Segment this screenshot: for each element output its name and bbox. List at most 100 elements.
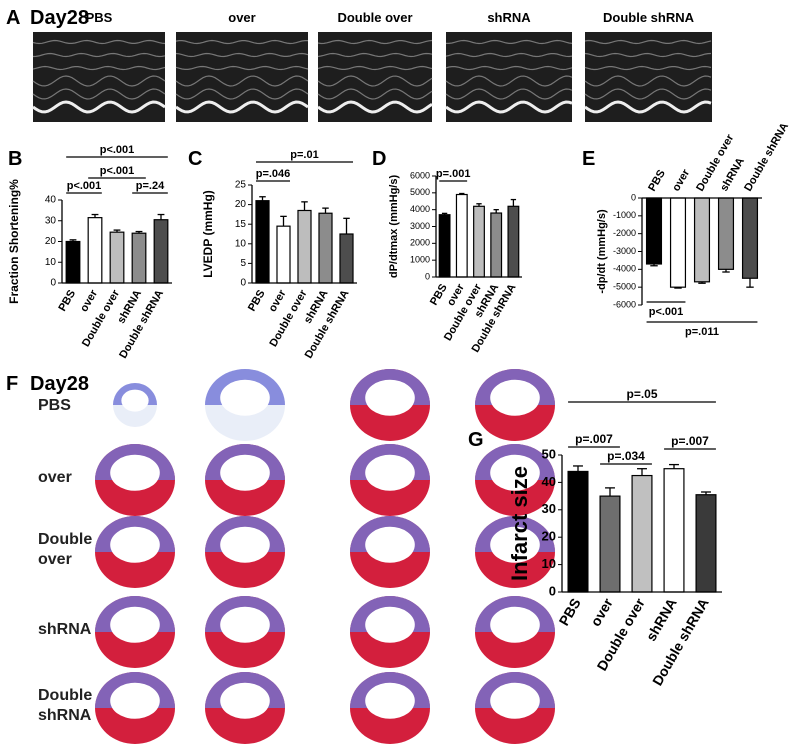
echo-trace bbox=[32, 75, 166, 87]
y-tick-label: 0 bbox=[425, 271, 430, 281]
bar bbox=[507, 205, 520, 278]
x-tick-label: Double shRNA bbox=[742, 121, 791, 194]
y-tick-label: 6000 bbox=[410, 170, 430, 180]
y-axis-label: LVEDP (mmHg) bbox=[201, 190, 215, 278]
echo-trace bbox=[317, 39, 433, 45]
heart-lumen bbox=[110, 682, 160, 719]
y-tick-label: 10 bbox=[45, 257, 57, 268]
heart-lumen bbox=[490, 379, 540, 416]
p-value: p=.046 bbox=[256, 168, 291, 180]
x-tick-label: over bbox=[670, 167, 692, 194]
y-tick-label: 5 bbox=[240, 258, 246, 269]
heart-lumen bbox=[365, 454, 415, 491]
echo-trace bbox=[32, 100, 166, 114]
row-label: Double over bbox=[38, 531, 93, 568]
p-value: p<.001 bbox=[100, 144, 135, 156]
bar bbox=[438, 214, 451, 278]
heart-lumen bbox=[365, 606, 415, 643]
echo-trace bbox=[317, 65, 433, 71]
row-label: over bbox=[38, 469, 72, 486]
y-tick-label: 20 bbox=[45, 236, 57, 247]
echo-trace bbox=[32, 52, 166, 58]
echo-trace bbox=[317, 52, 433, 58]
group-label: Double shRNA bbox=[603, 10, 695, 25]
y-tick-label: -3000 bbox=[613, 246, 636, 256]
heart-lumen bbox=[490, 454, 540, 491]
x-tick-label: PBS bbox=[56, 288, 78, 314]
heart-lumen bbox=[121, 389, 149, 412]
x-tick-label: PBS bbox=[556, 595, 584, 628]
heart-lumen bbox=[220, 606, 270, 643]
bar bbox=[741, 197, 759, 279]
echo-trace bbox=[445, 100, 573, 114]
y-tick-label: 10 bbox=[235, 238, 247, 249]
bar bbox=[631, 474, 653, 593]
echo-trace bbox=[317, 100, 433, 114]
heart-lumen bbox=[110, 606, 160, 643]
echo-trace bbox=[584, 65, 712, 71]
p-value: p=.007 bbox=[671, 434, 709, 448]
heart-lumen bbox=[110, 526, 160, 563]
p-value: p=.034 bbox=[607, 449, 645, 463]
heart-lumen bbox=[490, 526, 540, 563]
bar bbox=[473, 205, 485, 278]
y-tick-label: -6000 bbox=[613, 299, 636, 309]
echo-trace bbox=[317, 88, 433, 100]
x-tick-label: PBS bbox=[246, 288, 268, 314]
echo-image bbox=[318, 32, 432, 122]
echo-trace bbox=[32, 65, 166, 71]
y-tick-label: 1000 bbox=[410, 255, 430, 265]
echo-trace bbox=[445, 75, 573, 87]
panel-title: Day28 bbox=[30, 7, 89, 29]
echo-trace bbox=[584, 39, 712, 45]
panel-label: F bbox=[6, 373, 18, 395]
y-tick-label: 20 bbox=[235, 199, 247, 210]
y-tick-label: 25 bbox=[235, 180, 247, 191]
p-value: p=.001 bbox=[436, 168, 471, 180]
p-value: p=.05 bbox=[626, 387, 657, 401]
echo-trace bbox=[445, 52, 573, 58]
y-tick-label: -5000 bbox=[613, 282, 636, 292]
y-tick-label: 0 bbox=[631, 192, 636, 202]
y-tick-label: 20 bbox=[542, 529, 556, 544]
group-label: over bbox=[228, 10, 255, 25]
p-value: p=.24 bbox=[136, 180, 165, 192]
heart-lumen bbox=[220, 526, 270, 563]
bar bbox=[339, 233, 354, 284]
y-tick-label: 40 bbox=[45, 195, 57, 206]
p-value: p<.001 bbox=[67, 180, 102, 192]
echo-trace bbox=[446, 39, 573, 45]
echo-trace bbox=[584, 75, 712, 87]
panel-label: E bbox=[582, 148, 595, 170]
y-tick-label: 0 bbox=[549, 583, 556, 598]
heart-lumen bbox=[490, 606, 540, 643]
echo-trace bbox=[445, 88, 573, 100]
bar bbox=[669, 197, 687, 288]
y-axis-label: Infarct size bbox=[507, 466, 532, 581]
x-tick-label: over bbox=[587, 595, 616, 629]
echo-trace bbox=[584, 88, 712, 100]
bar bbox=[65, 240, 81, 284]
echo-trace bbox=[445, 65, 573, 71]
echo-trace bbox=[32, 39, 166, 45]
group-label: PBS bbox=[86, 10, 113, 25]
echo-trace bbox=[175, 100, 309, 114]
heart-lumen bbox=[110, 454, 160, 491]
heart-lumen bbox=[220, 682, 270, 719]
y-tick-label: 30 bbox=[542, 501, 556, 516]
bar bbox=[695, 494, 717, 593]
echo-trace bbox=[175, 39, 308, 45]
bar bbox=[276, 225, 291, 284]
heart-lumen bbox=[365, 379, 415, 416]
echo-trace bbox=[175, 88, 309, 100]
bar bbox=[693, 197, 711, 283]
p-value: p<.001 bbox=[100, 165, 135, 177]
p-value: p=.011 bbox=[685, 326, 719, 338]
y-tick-label: 15 bbox=[235, 219, 247, 230]
bar bbox=[109, 231, 125, 284]
x-tick-label: PBS bbox=[646, 168, 668, 194]
y-tick-label: 5000 bbox=[410, 187, 430, 197]
y-tick-label: 30 bbox=[45, 215, 57, 226]
